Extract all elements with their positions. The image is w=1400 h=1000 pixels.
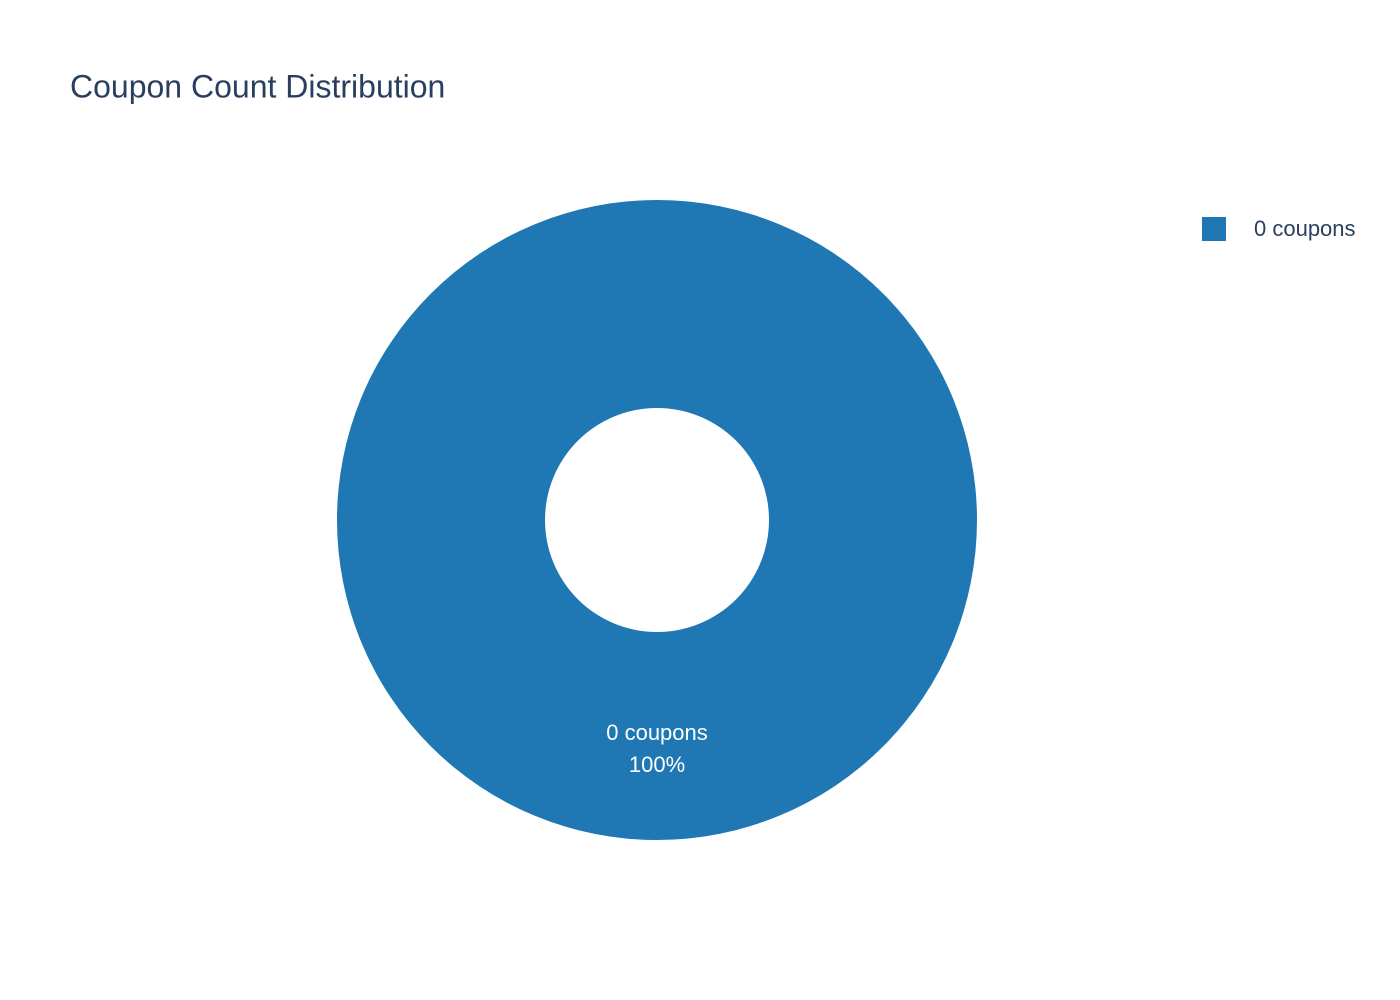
legend-label: 0 coupons	[1254, 216, 1356, 241]
slice-value-label: 100%	[629, 752, 685, 777]
donut-slice	[337, 200, 977, 840]
chart-title: Coupon Count Distribution	[70, 68, 445, 104]
legend-swatch	[1202, 217, 1226, 241]
slice-label: 0 coupons	[606, 720, 708, 745]
